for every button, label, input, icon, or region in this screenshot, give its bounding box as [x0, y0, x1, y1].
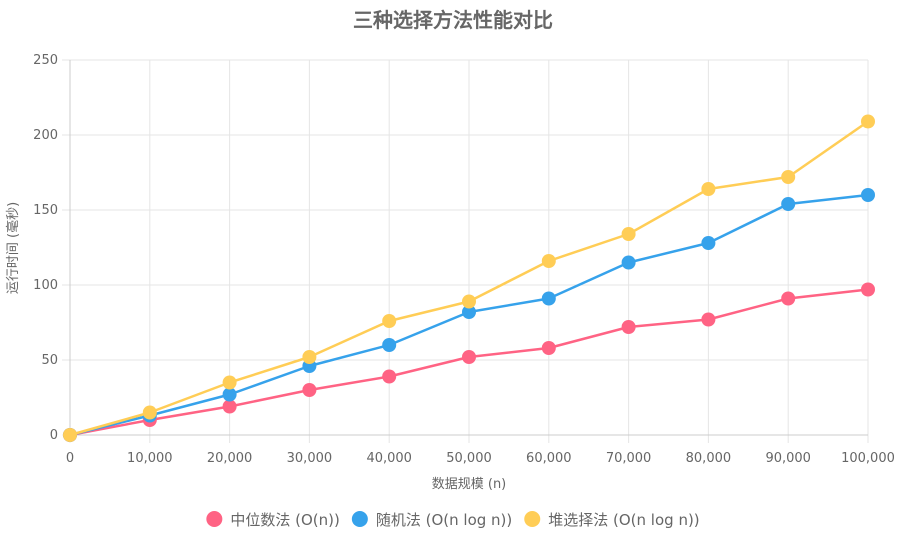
x-tick-label: 10,000: [127, 451, 173, 466]
y-tick-label: 150: [33, 203, 58, 218]
x-axis-title: 数据规模 (n): [432, 477, 507, 492]
x-tick-label: 40,000: [366, 451, 412, 466]
grid: [62, 59, 869, 443]
legend-marker: [351, 511, 368, 527]
y-axis-title: 运行时间 (毫秒): [5, 202, 21, 294]
data-point[interactable]: [541, 291, 556, 306]
data-point[interactable]: [382, 338, 397, 352]
chart-title: 三种选择方法性能对比: [353, 8, 553, 32]
legend-label: 中位数法 (O(n)): [230, 511, 340, 529]
data-point[interactable]: [63, 428, 77, 442]
x-tick-label: 90,000: [765, 451, 811, 466]
y-tick-label: 200: [33, 128, 58, 143]
y-tick-label: 250: [33, 53, 58, 68]
data-point[interactable]: [861, 188, 875, 202]
legend-marker: [524, 511, 541, 527]
data-point[interactable]: [222, 387, 237, 402]
data-point[interactable]: [541, 254, 556, 268]
x-tick-label: 60,000: [526, 451, 572, 466]
data-point[interactable]: [541, 341, 556, 355]
legend-marker: [206, 511, 223, 527]
legend-label: 堆选择法 (O(n log n)): [548, 511, 699, 529]
data-point[interactable]: [142, 405, 157, 420]
x-tick-label: 50,000: [446, 451, 492, 466]
y-tick-label: 0: [50, 428, 58, 443]
data-point[interactable]: [222, 375, 237, 390]
data-point[interactable]: [462, 350, 476, 364]
data-point[interactable]: [701, 182, 716, 196]
legend-item-1[interactable]: 中位数法 (O(n)): [206, 511, 340, 529]
data-point[interactable]: [621, 255, 636, 270]
legend-item-2[interactable]: 随机法 (O(n log n)): [351, 511, 512, 529]
data-point[interactable]: [621, 320, 636, 334]
data-point[interactable]: [382, 314, 397, 328]
axes: 0 50 100 150 200 250 0 10,000 20,000 30,000 40,000…: [33, 53, 895, 466]
x-tick-label: 70,000: [606, 451, 652, 466]
x-tick-label: 20,000: [207, 451, 253, 466]
series-layer: [63, 114, 875, 442]
data-point[interactable]: [222, 399, 237, 414]
x-tick-label: 30,000: [287, 451, 333, 466]
legend-item-3[interactable]: 堆选择法 (O(n log n)): [524, 511, 700, 529]
data-point[interactable]: [302, 350, 317, 364]
data-point[interactable]: [701, 312, 716, 327]
data-point[interactable]: [382, 369, 397, 384]
data-point[interactable]: [781, 291, 796, 306]
legend[interactable]: 中位数法 (O(n)) 随机法 (O(n log n)) 堆选择法 (O(n log…: [206, 511, 700, 529]
y-tick-label: 50: [41, 353, 58, 368]
data-point[interactable]: [462, 294, 476, 309]
data-point[interactable]: [701, 236, 716, 250]
y-tick-label: 100: [33, 278, 58, 293]
data-point[interactable]: [781, 170, 796, 184]
x-tick-label: 100,000: [841, 451, 895, 466]
x-tick-label: 0: [66, 451, 74, 466]
series-3: [63, 114, 875, 442]
data-point[interactable]: [861, 282, 875, 297]
data-point[interactable]: [302, 383, 317, 397]
data-point[interactable]: [621, 227, 636, 241]
legend-label: 随机法 (O(n log n)): [376, 511, 512, 529]
data-point[interactable]: [781, 197, 796, 211]
data-point[interactable]: [462, 305, 476, 319]
data-point[interactable]: [861, 114, 875, 129]
x-tick-label: 80,000: [686, 451, 732, 466]
